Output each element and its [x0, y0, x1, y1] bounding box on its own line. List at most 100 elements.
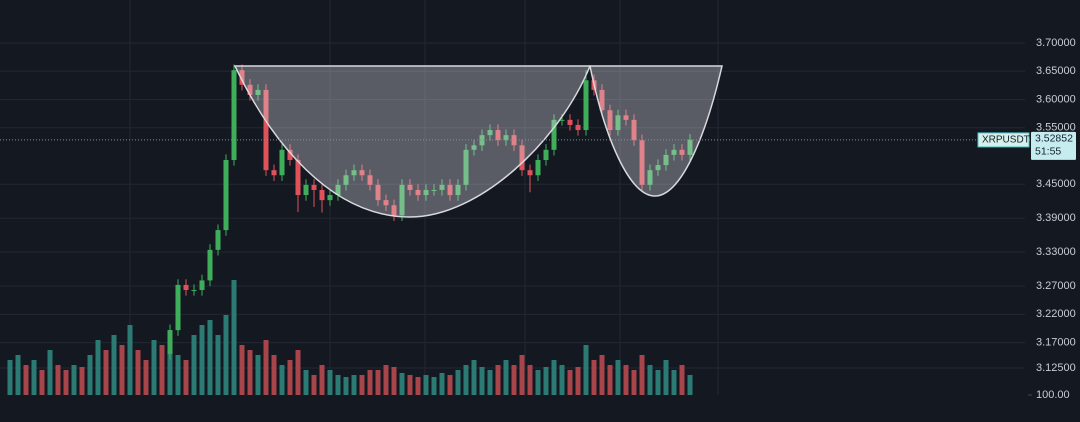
volume-bar — [439, 373, 445, 395]
candle-body — [463, 149, 469, 185]
candle-body — [263, 89, 269, 171]
candle-body — [311, 184, 317, 190]
candle-body — [183, 284, 189, 291]
candle-body — [679, 149, 685, 155]
candle-body — [383, 200, 389, 206]
candle-body — [375, 184, 381, 201]
volume-bar — [55, 365, 61, 395]
volume-bar — [31, 360, 37, 395]
volume-bar — [543, 367, 549, 395]
symbol-box — [977, 132, 1030, 148]
candle-body — [615, 115, 621, 131]
volume-bar — [687, 375, 693, 395]
y-tick-label: 3.22000 — [1036, 308, 1076, 320]
volume-bar — [135, 350, 141, 395]
volume-bar — [383, 365, 389, 395]
candle-body — [335, 184, 341, 196]
candle-body — [399, 184, 405, 216]
volume-bar — [671, 370, 677, 395]
volume-bar — [47, 350, 53, 395]
candle-body — [319, 189, 325, 201]
candle-body — [655, 165, 661, 171]
candle-body — [175, 284, 181, 331]
candle-body — [639, 140, 645, 185]
candle-body — [479, 135, 485, 146]
volume-bar — [679, 365, 685, 395]
volume-bar — [567, 370, 573, 395]
candle-body — [455, 184, 461, 196]
candle-body — [671, 149, 677, 155]
candle-body — [583, 80, 589, 131]
volume-bar — [663, 360, 669, 395]
candle-body — [351, 170, 357, 176]
last-price-label: 3.52852 — [1035, 133, 1073, 145]
candle-body — [607, 110, 613, 131]
volume-bar — [247, 350, 253, 395]
volume-bar — [327, 370, 333, 395]
candle-body — [295, 159, 301, 196]
volume-bar — [351, 375, 357, 395]
volume-bar — [79, 367, 85, 395]
volume-bar — [487, 370, 493, 395]
candle-body — [279, 149, 285, 176]
volume-bar — [239, 345, 245, 395]
volume-bar — [631, 370, 637, 395]
volume-bar — [503, 360, 509, 395]
volume-bar — [159, 345, 165, 395]
volume-bar — [399, 373, 405, 395]
candle-body — [223, 159, 229, 231]
volume-bar — [231, 280, 237, 395]
y-tick-label: 3.70000 — [1036, 37, 1076, 49]
cup-and-handle-pattern — [233, 65, 723, 218]
volume-bar — [559, 365, 565, 395]
volume-bar — [207, 320, 213, 395]
y-tick-label: 3.12500 — [1036, 362, 1076, 374]
volume-bar — [647, 365, 653, 395]
volume-bar — [263, 340, 269, 395]
symbol-label: XRPUSDT — [982, 135, 1030, 146]
candle-body — [231, 70, 237, 160]
volume-bar — [319, 365, 325, 395]
volume-bar — [391, 367, 397, 395]
volume-bar — [359, 375, 365, 395]
volume-bar — [95, 340, 101, 395]
volume-bar — [63, 370, 69, 395]
volume-bar — [23, 365, 29, 395]
volume-bar — [87, 355, 93, 395]
candle-body — [207, 249, 213, 281]
candle-body — [623, 115, 629, 120]
price-axis: 3.70000 3.65000 3.60000 3.55000 3.45000 3.390… — [0, 37, 1076, 401]
volume-bar — [175, 355, 181, 395]
volume-bar — [71, 365, 77, 395]
candle-body — [535, 159, 541, 176]
candle-body — [567, 119, 573, 125]
y-tick-label: 3.39000 — [1036, 212, 1076, 224]
candle-body — [647, 170, 653, 185]
candle-body — [575, 124, 581, 131]
volume-bar — [639, 355, 645, 395]
y-tick-label: 3.60000 — [1036, 93, 1076, 105]
candle-body — [439, 184, 445, 190]
candle-body — [503, 135, 509, 141]
candle-body — [191, 290, 197, 292]
volume-bar — [463, 365, 469, 395]
volume-bar — [215, 335, 221, 395]
volume-bar — [367, 370, 373, 395]
volume-bar — [311, 375, 317, 395]
volume-bar — [447, 375, 453, 395]
volume-bar — [167, 330, 173, 395]
volume-bar — [119, 345, 125, 395]
volume-bar — [303, 370, 309, 395]
volume-bar — [127, 325, 133, 395]
candle-body — [215, 230, 221, 250]
candle-body — [431, 189, 437, 191]
volume-bar — [615, 360, 621, 395]
volume-bar — [279, 365, 285, 395]
candle-body — [407, 184, 413, 190]
handle — [589, 65, 723, 197]
volume-bar — [655, 370, 661, 395]
candle-body — [359, 170, 365, 176]
volume-bar — [199, 325, 205, 395]
